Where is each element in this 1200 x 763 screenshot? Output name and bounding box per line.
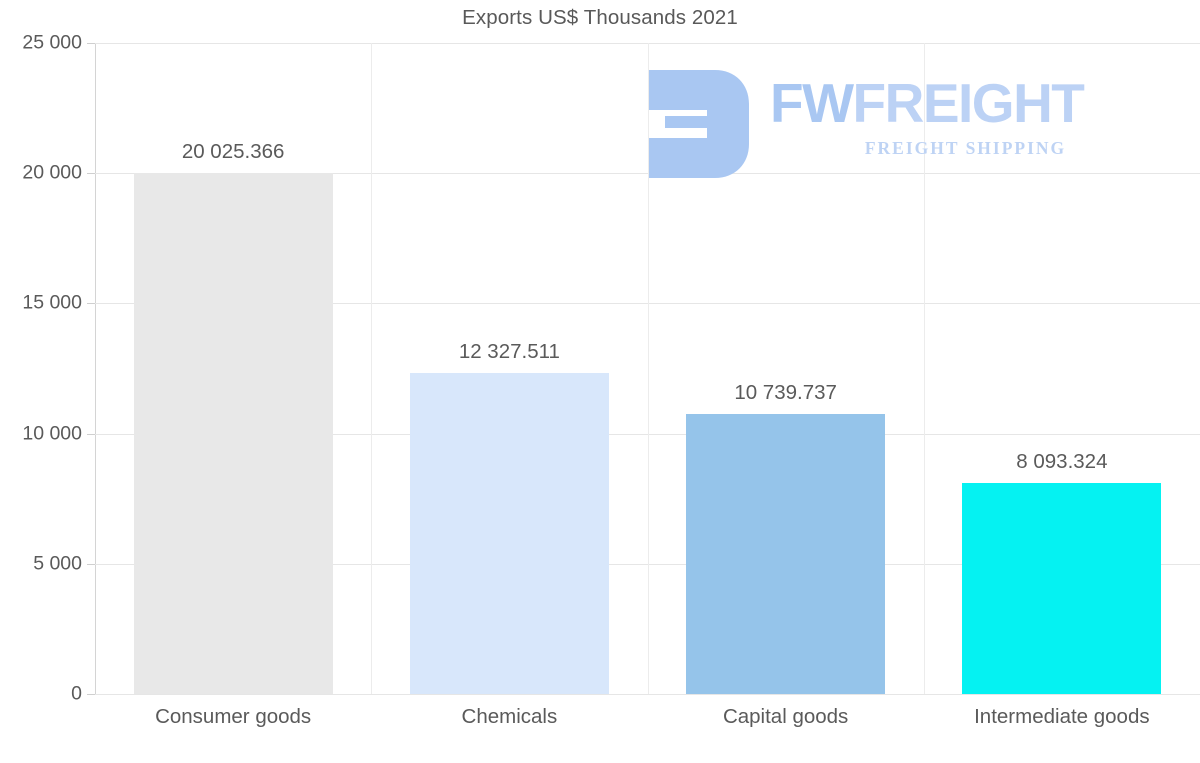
bar-chemicals[interactable] [409,373,609,694]
x-axis-category-label: Consumer goods [155,705,312,728]
gridline-horizontal [95,303,1200,305]
y-axis-tick-mark [87,173,95,175]
bar-consumer-goods[interactable] [133,172,333,694]
y-axis-tick-mark [87,303,95,305]
gridline-horizontal [95,694,1200,695]
gridline-horizontal [95,563,1200,565]
x-axis-category-label: Intermediate goods [974,705,1150,728]
y-axis-tick-mark [87,694,95,695]
y-axis-tick-label: 0 [71,682,82,705]
gridline-vertical [371,43,372,694]
bar-value-label: 10 739.737 [734,381,837,405]
y-axis-tick-mark [87,563,95,565]
y-axis-tick-label: 25 000 [22,31,82,54]
gridline-horizontal [95,173,1200,175]
chart-title: Exports US$ Thousands 2021 [462,6,738,29]
x-axis-category-label: Capital goods [722,705,849,728]
y-axis-tick-label: 5 000 [33,552,82,575]
bar-intermediate-goods[interactable] [962,483,1162,694]
y-axis-tick-mark [87,43,95,44]
y-axis-tick-label: 20 000 [22,161,82,184]
y-axis-tick-label: 15 000 [22,291,82,314]
y-axis-tick-label: 10 000 [22,422,82,445]
bar-capital-goods[interactable] [686,414,886,694]
x-axis-category-label: Chemicals [461,705,558,728]
gridline-vertical [924,43,925,694]
plot-area [95,43,1200,695]
bar-value-label: 12 327.511 [458,339,560,363]
bar-value-label: 20 025.366 [181,139,285,163]
y-axis-line [95,43,96,695]
gridline-vertical [648,43,649,694]
y-axis-tick-mark [87,433,95,435]
gridline-horizontal [95,433,1200,435]
bar-value-label: 8 093.324 [1016,450,1108,474]
gridline-horizontal [95,43,1200,44]
